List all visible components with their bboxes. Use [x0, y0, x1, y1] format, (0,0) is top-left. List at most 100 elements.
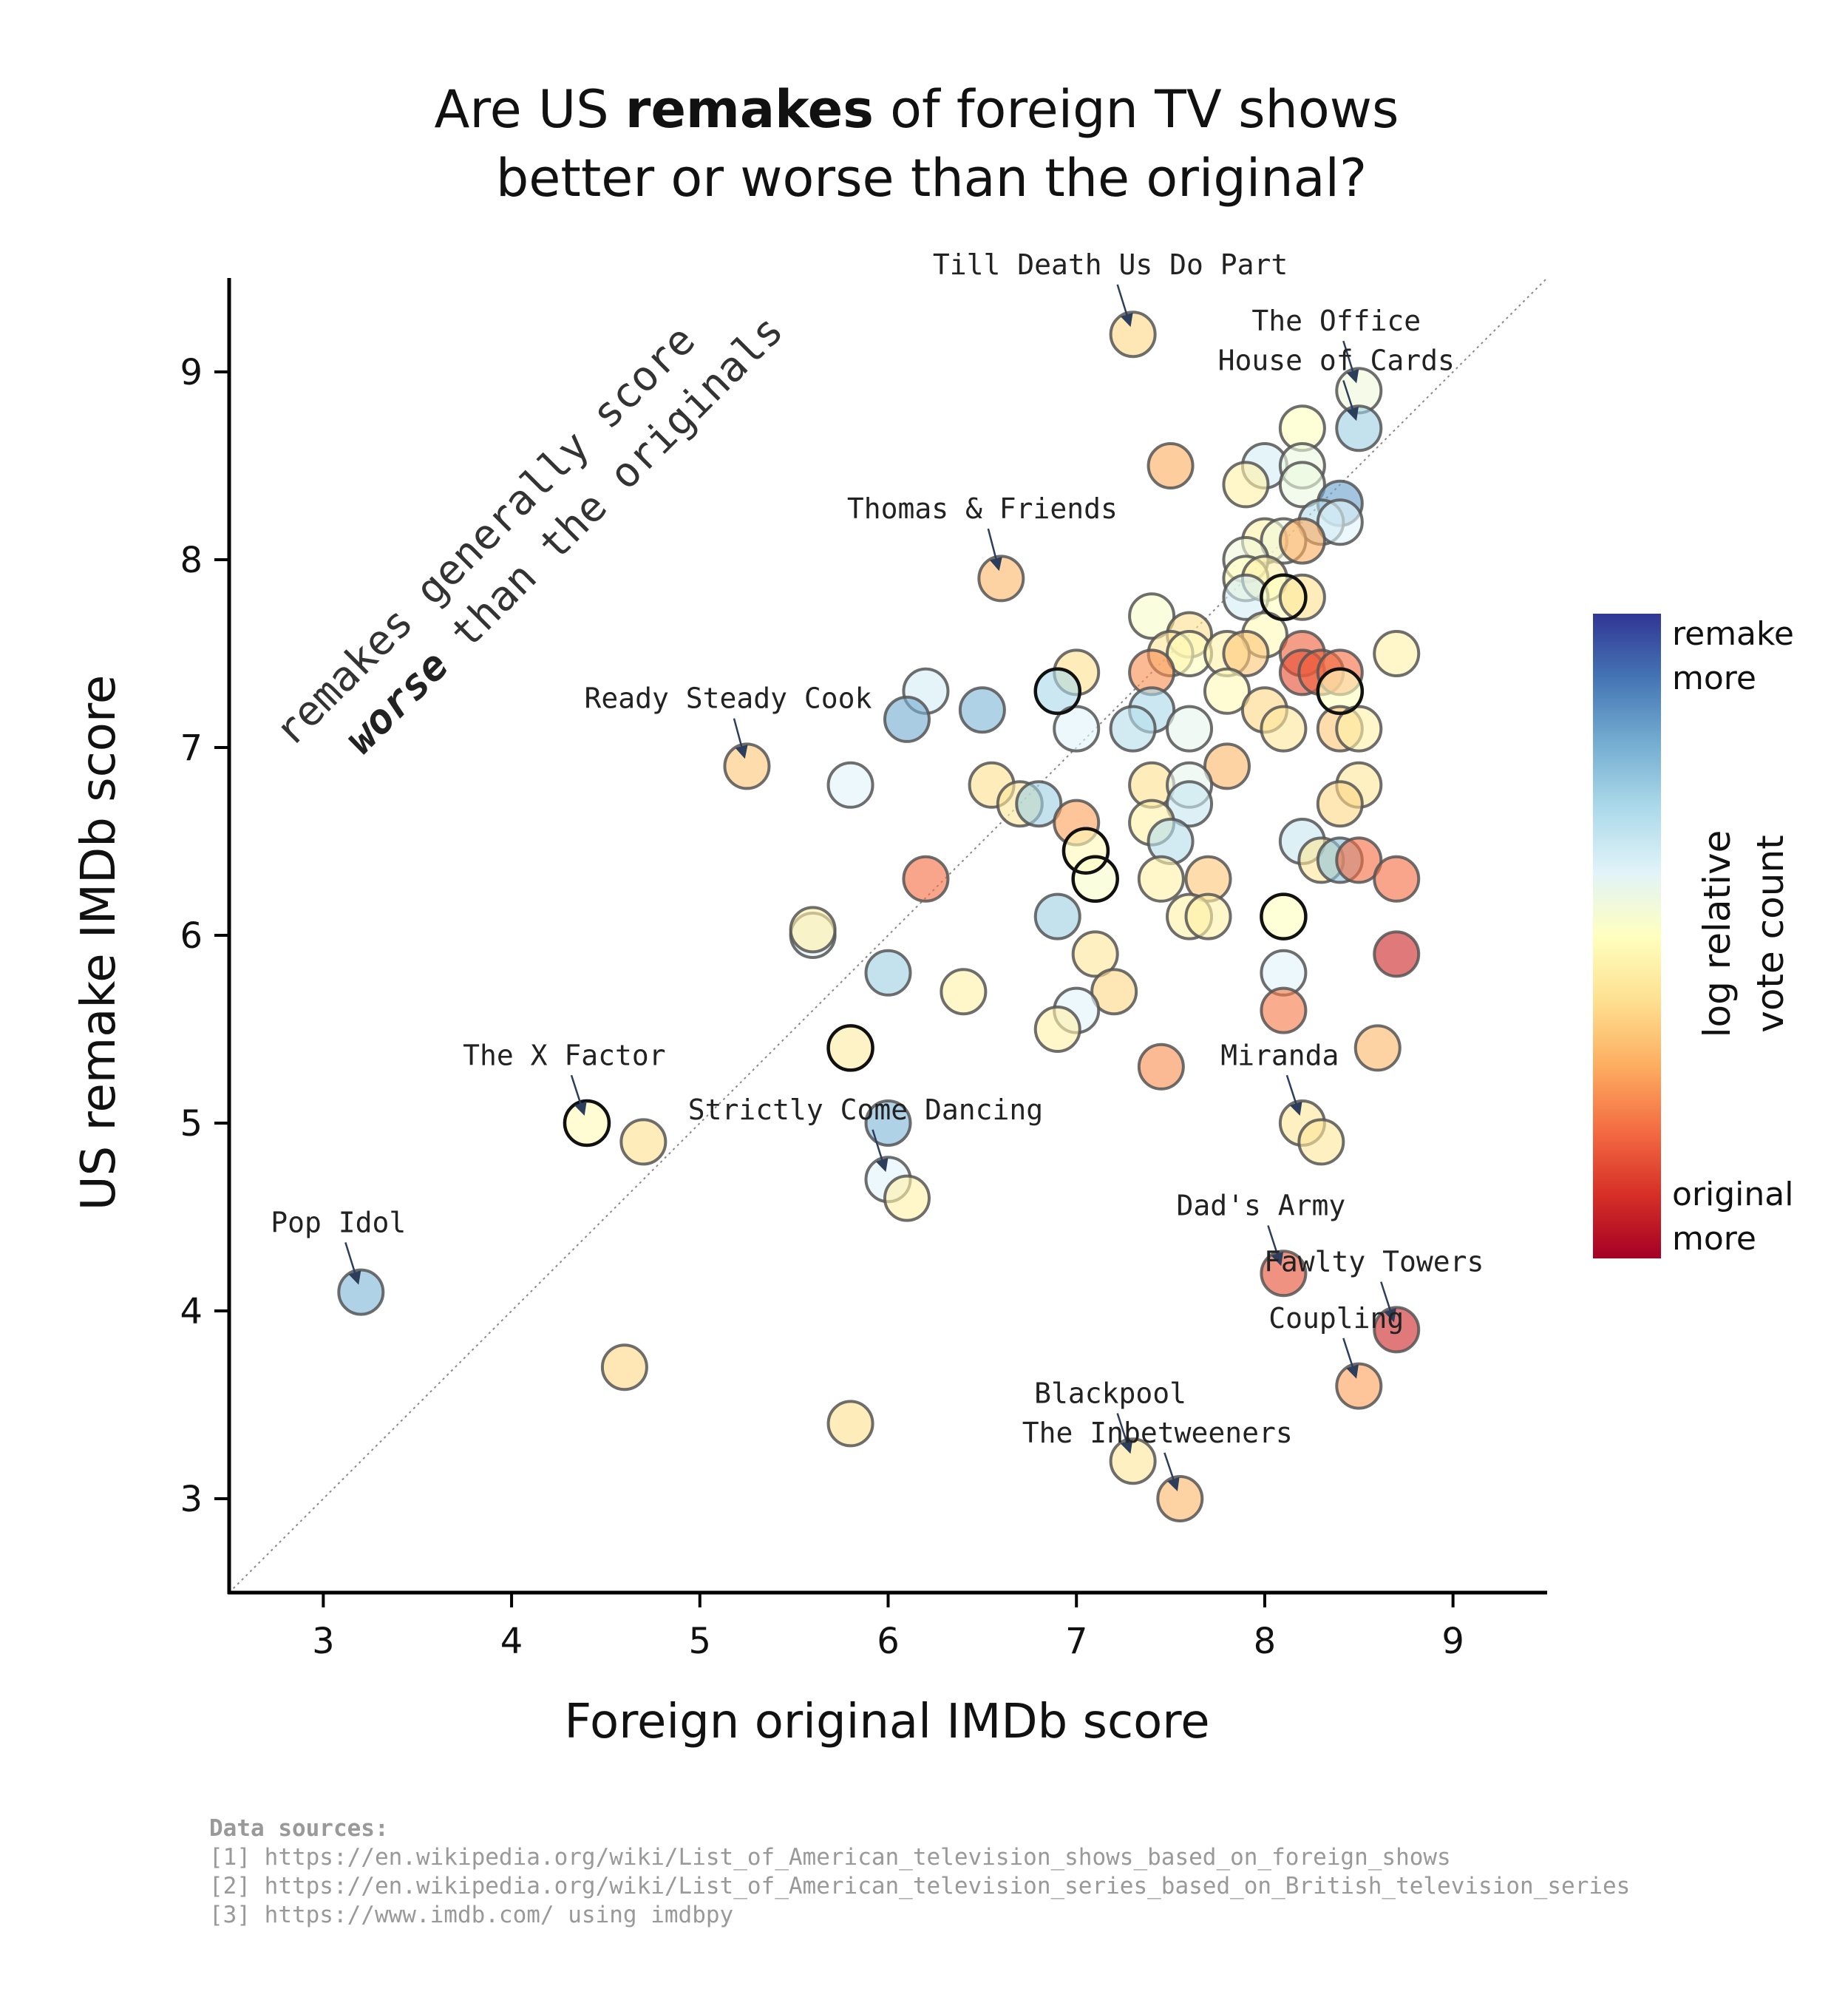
- colorbar: [1593, 614, 1661, 1258]
- x-tick-label: 5: [689, 1621, 712, 1662]
- annotation-arrow: [1164, 1452, 1180, 1492]
- annotation-label: Fawlty Towers: [1264, 1246, 1484, 1278]
- data-point: [1090, 968, 1138, 1016]
- axes: 3 4 5 6 7 8 9 3 4 5 6 7 8 9: [180, 278, 1547, 1662]
- data-point: [1373, 630, 1421, 677]
- source-line-1: [1] https://en.wikipedia.org/wiki/List_o…: [209, 1844, 1451, 1871]
- data-point: [1203, 742, 1251, 790]
- annotation-arrow: [1267, 1225, 1284, 1267]
- data-point: [1278, 517, 1326, 565]
- data-point: [958, 686, 1006, 734]
- data-point: [1222, 461, 1270, 509]
- annotation-arrow: [1116, 1413, 1133, 1454]
- data-point-outline: [1260, 573, 1308, 622]
- annotation-arrow: [1116, 284, 1133, 328]
- y-tick-label: 3: [180, 1479, 203, 1520]
- data-point: [883, 695, 931, 743]
- annotation-label: Dad's Army: [1176, 1189, 1345, 1221]
- annotation-arrow: [1342, 1338, 1359, 1379]
- annotation-label: House of Cards: [1218, 344, 1455, 376]
- annotation-label: Thomas & Friends: [847, 492, 1118, 525]
- data-point-outline: [826, 1024, 874, 1072]
- data-point-outline: [563, 1099, 611, 1148]
- title-part-2: remakes: [625, 79, 874, 140]
- data-point: [1015, 780, 1063, 828]
- sources-heading: Data sources:: [209, 1815, 389, 1842]
- annotation-label: Coupling: [1268, 1302, 1404, 1335]
- annotation-label: Miranda: [1220, 1039, 1339, 1071]
- data-point: [1335, 404, 1383, 452]
- data-point: [1260, 986, 1308, 1034]
- x-tick-label: 9: [1441, 1621, 1464, 1662]
- data-point: [1128, 592, 1176, 640]
- data-point: [864, 949, 912, 997]
- annotation-label: Ready Steady Cook: [585, 682, 872, 715]
- data-point: [1146, 442, 1195, 489]
- data-point: [1033, 892, 1081, 940]
- annotation-arrow: [1342, 380, 1359, 421]
- colorbar-title-line1: log relative: [1696, 830, 1739, 1038]
- source-line-2: [2] https://en.wikipedia.org/wiki/List_o…: [209, 1873, 1630, 1899]
- data-point: [1278, 461, 1326, 509]
- data-point: [723, 742, 771, 790]
- y-tick-label: 7: [180, 728, 203, 769]
- annotation-arrow: [733, 718, 748, 759]
- colorbar-bottom-label-line2: more: [1672, 1220, 1756, 1258]
- annotation-arrow: [872, 1129, 889, 1173]
- data-point: [1335, 836, 1383, 884]
- data-point: [1373, 930, 1421, 978]
- colorbar-bottom-label-line1: original: [1672, 1176, 1793, 1213]
- y-tick-label: 9: [180, 352, 203, 393]
- data-point-outline: [1260, 892, 1308, 940]
- data-point: [1053, 705, 1101, 753]
- annotations: Till Death Us Do Part The Office House of …: [271, 248, 1484, 1492]
- data-point: [1137, 855, 1185, 903]
- data-point: [864, 1099, 912, 1147]
- y-tick-label: 6: [180, 915, 203, 957]
- annotation-label: The Inbetweeners: [1022, 1417, 1293, 1449]
- x-tick-label: 3: [312, 1621, 335, 1662]
- data-point: [619, 1118, 667, 1166]
- data-point: [1222, 630, 1270, 677]
- data-point-outline: [1316, 667, 1365, 716]
- scatter-points: [337, 311, 1421, 1522]
- colorbar-title-line2: vote count: [1749, 835, 1792, 1033]
- data-point: [337, 1268, 385, 1316]
- data-point: [1184, 892, 1232, 940]
- data-point: [1109, 705, 1157, 753]
- y-tick-label: 8: [180, 540, 203, 581]
- y-axis-label: US remake IMDb score: [72, 675, 126, 1210]
- data-point: [977, 555, 1025, 603]
- data-point-outline: [1061, 827, 1110, 875]
- data-point: [1278, 573, 1326, 621]
- data-point-outline: [1071, 855, 1119, 904]
- data-point: [1316, 498, 1364, 546]
- data-point: [1260, 705, 1308, 753]
- data-point: [1033, 1006, 1081, 1053]
- data-point: [1137, 1043, 1185, 1091]
- x-tick-label: 8: [1254, 1621, 1277, 1662]
- annotation-label: Blackpool: [1034, 1377, 1186, 1409]
- x-tick-label: 7: [1065, 1621, 1088, 1662]
- data-point: [789, 906, 837, 954]
- x-axis-label: Foreign original IMDb score: [564, 1695, 1209, 1749]
- annotation-label: The Office: [1251, 305, 1421, 337]
- colorbar-top-label-line2: more: [1672, 660, 1756, 697]
- data-point: [1297, 1118, 1345, 1166]
- data-point: [940, 968, 988, 1016]
- annotation-arrow: [987, 528, 1002, 572]
- chart-title-line2: better or worse than the original?: [496, 148, 1367, 209]
- diagonal-note: remakes generally score worse than the o…: [265, 306, 793, 763]
- x-tick-label: 6: [877, 1621, 900, 1662]
- data-point: [1156, 1475, 1204, 1522]
- y-tick-label: 4: [180, 1291, 203, 1332]
- colorbar-top-label-line1: remake: [1672, 615, 1794, 653]
- chart-title: Are US remakes of foreign TV shows: [435, 79, 1399, 140]
- data-point: [1373, 855, 1421, 903]
- data-point: [902, 855, 950, 903]
- source-line-3: [3] https://www.imdb.com/ using imdbpy: [209, 1902, 733, 1928]
- data-point-outline: [1033, 667, 1081, 716]
- data-point: [883, 1174, 931, 1222]
- annotation-label: Pop Idol: [271, 1206, 406, 1238]
